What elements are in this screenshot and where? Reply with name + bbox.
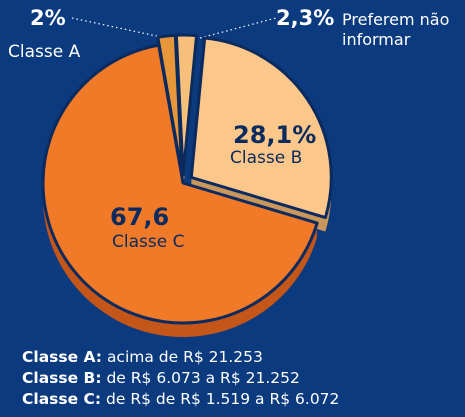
footnote-text: de R$ de R$ 1.519 a R$ 6.072: [106, 390, 340, 408]
footnotes: Classe A: acima de R$ 21.253 Classe B: de…: [22, 347, 339, 410]
value-label: 28,1%: [233, 121, 317, 149]
slice: [174, 33, 199, 177]
footnote-text: acima de R$ 21.253: [106, 348, 263, 366]
footnote: Classe C: de R$ de R$ 1.519 a R$ 6.072: [22, 389, 339, 410]
footnote: Classe A: acima de R$ 21.253: [22, 347, 339, 368]
category-label: Preferem não informar: [342, 10, 450, 49]
footnote-term: Classe C:: [22, 390, 102, 408]
value-label: 2%: [30, 6, 66, 30]
footnote-term: Classe B:: [22, 369, 102, 387]
footnote: Classe B: de R$ 6.073 a R$ 21.252: [22, 368, 339, 389]
category-label: Classe C: [112, 232, 185, 252]
footnote-term: Classe A:: [22, 348, 102, 366]
leader-line: [199, 17, 277, 39]
value-label: 67,6: [110, 203, 170, 231]
category-label: Classe B: [230, 148, 303, 168]
category-label: Classe A: [8, 42, 81, 62]
slice: [189, 36, 333, 220]
footnote-text: de R$ 6.073 a R$ 21.252: [106, 369, 300, 387]
leader-line: [71, 17, 167, 39]
value-label: 2,3%: [276, 6, 335, 30]
slice: [41, 43, 319, 325]
